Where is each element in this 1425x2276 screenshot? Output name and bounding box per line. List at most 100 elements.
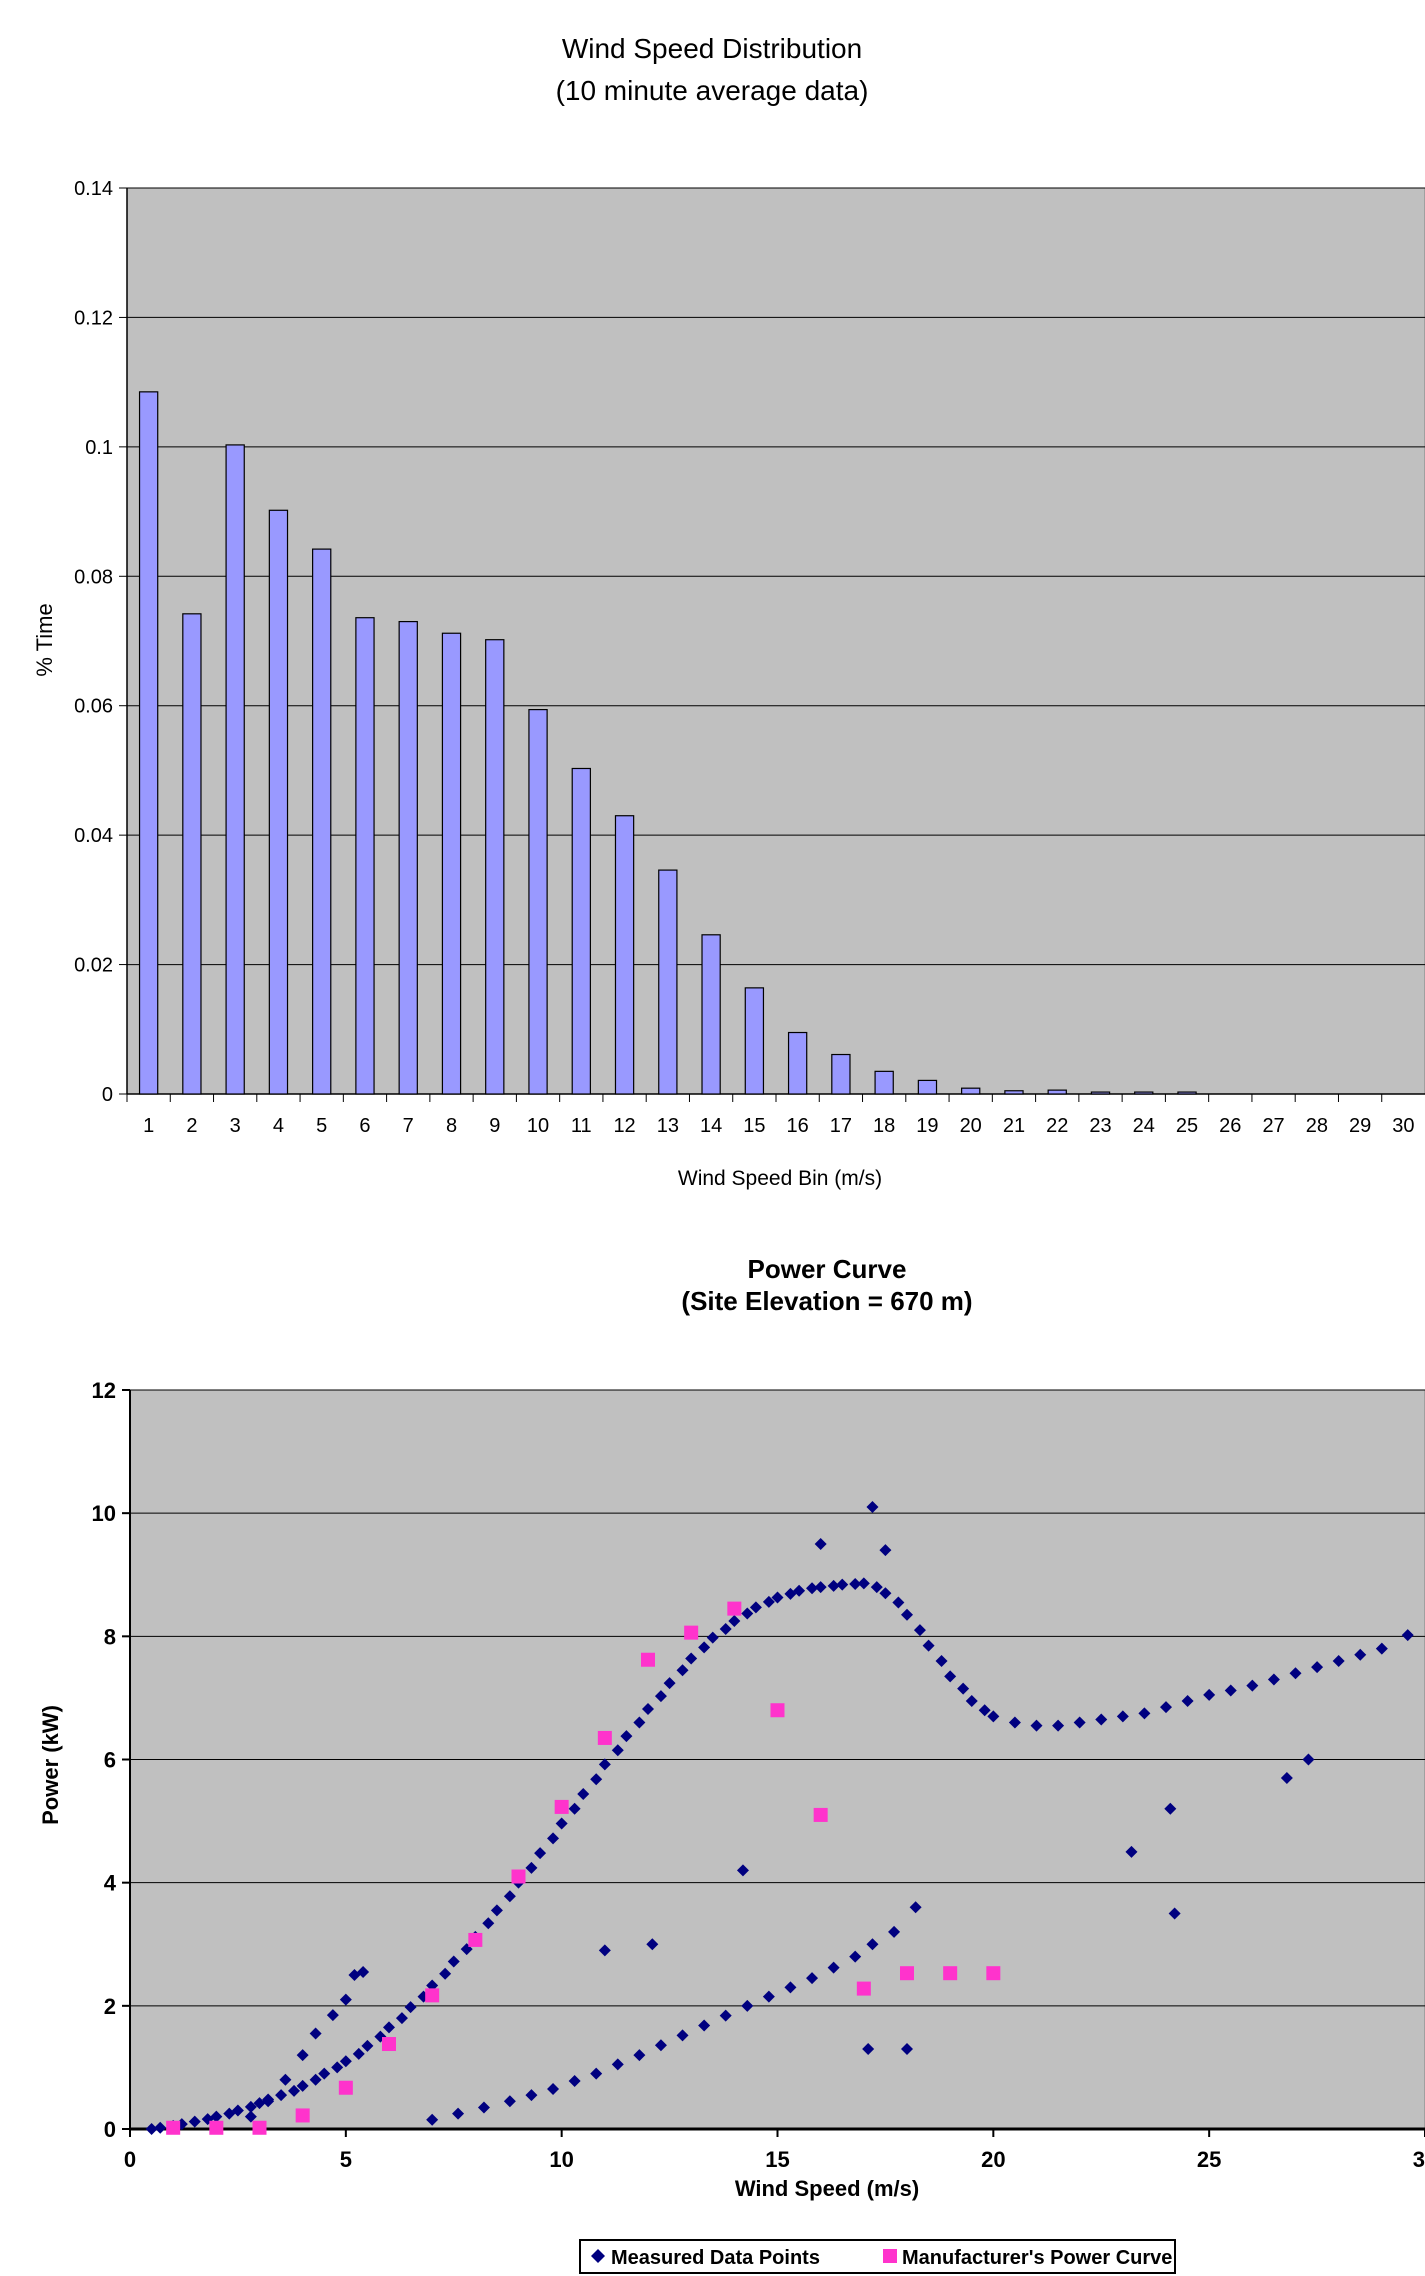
measured-data-point — [404, 2001, 417, 2014]
chart1-x-tick-label: 16 — [787, 1115, 809, 1137]
chart1-x-tick-label: 28 — [1306, 1115, 1328, 1137]
chart1-y-tick-label: 0.12 — [74, 307, 113, 329]
measured-data-point — [633, 2049, 646, 2062]
measured-data-point — [231, 2104, 244, 2117]
measured-data-point — [439, 1967, 452, 1980]
chart1-x-tick-label: 1 — [143, 1115, 154, 1137]
chart1-x-tick-label: 11 — [571, 1115, 592, 1137]
measured-data-point — [663, 1677, 676, 1690]
chart1-bar — [744, 987, 765, 1095]
chart2-y-tick-labels: 0 2 4 6 8 10 12 — [92, 1378, 117, 2142]
measured-data-point — [888, 1925, 901, 1938]
chart1-bar — [614, 815, 635, 1095]
wind-distribution-chart: Wind Speed Distribution (10 minute avera… — [32, 33, 1425, 1190]
measured-data-point — [879, 1587, 892, 1600]
manufacturer-curve-point — [166, 2120, 181, 2135]
chart2-title: Power Curve — [748, 1254, 907, 1284]
chart2-y-tick-label: 10 — [92, 1501, 116, 1526]
measured-data-point — [698, 1641, 711, 1654]
measured-data-point — [279, 2073, 292, 2086]
measured-data-point — [1224, 1684, 1237, 1697]
measured-data-point — [296, 2049, 309, 2062]
measured-data-point — [383, 2021, 395, 2034]
measured-data-point — [814, 1537, 827, 1550]
manufacturer-curve-point — [209, 2120, 224, 2135]
measured-data-point — [309, 2073, 322, 2086]
measured-data-point — [784, 1981, 797, 1994]
chart2-x-tick-label: 15 — [765, 2147, 789, 2172]
chart1-x-tick-label: 6 — [359, 1115, 370, 1137]
measured-data-point — [866, 1501, 879, 1514]
manufacturer-curve-point — [511, 1869, 526, 1884]
chart1-x-tick-label: 29 — [1349, 1115, 1371, 1137]
chart1-x-tick-label: 18 — [873, 1115, 895, 1137]
measured-data-point — [870, 1581, 883, 1594]
chart1-bar — [701, 934, 721, 1095]
measured-data-point — [598, 1758, 611, 1771]
manufacturer-curve-point — [770, 1703, 785, 1718]
measured-data-point — [1160, 1701, 1172, 1714]
measured-data-point — [620, 1730, 633, 1743]
chart1-bar — [225, 444, 245, 1095]
measured-data-point — [913, 1624, 926, 1637]
chart1-x-tick-label: 25 — [1176, 1115, 1198, 1137]
measured-data-point — [1095, 1713, 1108, 1726]
chart1-subtitle: (10 minute average data) — [556, 75, 869, 106]
measured-data-point — [477, 2101, 490, 2114]
chart2-y-tick-label: 4 — [104, 1871, 117, 1896]
power-curve-chart: Power Curve (Site Elevation = 670 m) 0 2 4… — [38, 1254, 1425, 2274]
measured-data-point — [309, 2027, 322, 2040]
chart1-x-tick-label: 8 — [446, 1115, 457, 1137]
measured-data-point — [793, 1584, 806, 1597]
measured-data-point — [447, 1955, 460, 1968]
manufacturer-curve-point — [684, 1625, 699, 1640]
chart2-legend: Measured Data Points Manufacturer's Powe… — [579, 2239, 1176, 2274]
chart1-y-tick-labels: 0 0.02 0.04 0.06 0.08 0.1 0.12 0.14 — [74, 178, 113, 1106]
chart1-bar — [1004, 1090, 1024, 1095]
measured-data-point — [188, 2115, 201, 2128]
measured-data-point — [555, 1817, 568, 1830]
chart1-bar — [831, 1053, 851, 1095]
chart1-x-tick-label: 19 — [916, 1115, 938, 1137]
chart2-x-tick-label: 20 — [981, 2147, 1005, 2172]
chart1-x-tick-label: 10 — [527, 1115, 549, 1137]
measured-data-point — [719, 2009, 732, 2022]
measured-data-point — [590, 1773, 603, 1786]
chart1-x-tick-label: 9 — [489, 1115, 500, 1137]
chart2-y-tick-label: 8 — [104, 1624, 116, 1649]
chart1-x-tick-label: 23 — [1089, 1115, 1111, 1137]
measured-data-point — [957, 1682, 970, 1695]
measured-data-point — [1168, 1907, 1181, 1920]
measured-data-point — [728, 1614, 741, 1627]
measured-data-point — [1125, 1845, 1138, 1858]
measured-data-point — [154, 2121, 167, 2134]
measured-data-point — [1138, 1707, 1151, 1720]
chart1-bar — [312, 548, 332, 1095]
chart1-plot-area — [126, 187, 1425, 1095]
measured-data-point — [1302, 1753, 1315, 1766]
chart1-bar — [441, 632, 462, 1095]
measured-data-point — [935, 1654, 948, 1667]
manufacturer-curve-point — [382, 2037, 396, 2052]
measured-data-point — [1181, 1694, 1194, 1707]
chart1-x-tick-label: 20 — [960, 1115, 982, 1137]
measured-data-point — [827, 1961, 840, 1974]
measured-data-point — [611, 1744, 624, 1757]
chart2-x-tick-label: 5 — [340, 2147, 352, 2172]
chart1-bar — [658, 869, 678, 1095]
measured-data-point — [145, 2123, 158, 2135]
measured-data-point — [296, 2079, 309, 2092]
manufacturer-curve-point — [641, 1652, 655, 1667]
measured-data-point — [1311, 1661, 1324, 1674]
measured-data-point — [357, 1965, 370, 1978]
chart1-x-tick-label: 14 — [700, 1115, 722, 1137]
legend-marker-manufacturer — [883, 2249, 897, 2263]
chart2-x-tick-label: 30 — [1413, 2147, 1425, 2172]
measured-data-point — [944, 1670, 957, 1683]
chart1-bar — [1134, 1091, 1154, 1095]
legend-marker-measured — [591, 2249, 605, 2263]
chart1-x-tick-label: 26 — [1219, 1115, 1241, 1137]
measured-data-point — [253, 2097, 266, 2110]
measured-data-point — [1280, 1771, 1293, 1784]
measured-data-point — [426, 2113, 439, 2126]
